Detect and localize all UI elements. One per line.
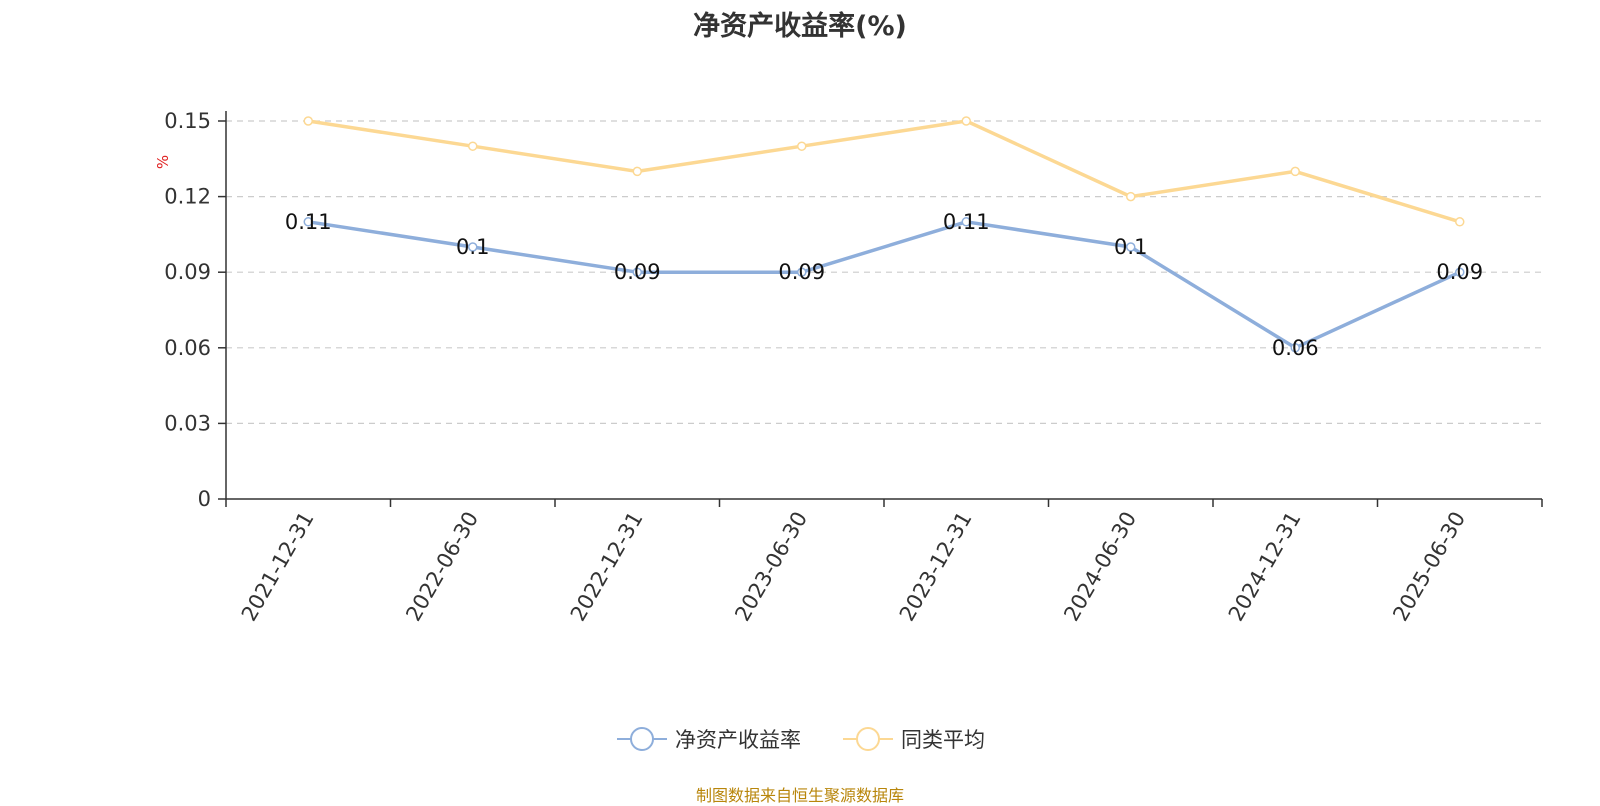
y-axis-unit-label: % [154, 155, 172, 169]
data-point [303, 217, 313, 227]
legend-label: 同类平均 [901, 728, 985, 752]
x-tick-label: 2024-06-30 [1059, 508, 1141, 626]
legend-marker [630, 727, 654, 751]
x-tick-label: 2022-12-31 [566, 508, 648, 626]
data-point [1455, 217, 1465, 227]
data-point [468, 141, 478, 151]
x-tick-label: 2023-06-30 [730, 508, 812, 626]
legend-marker [856, 727, 880, 751]
y-tick-label: 0.09 [164, 260, 211, 284]
y-tick-label: 0.03 [164, 411, 211, 435]
x-tick-label: 2025-06-30 [1388, 508, 1470, 626]
data-label: 0.1 [1114, 235, 1147, 259]
x-tick-label: 2023-12-31 [895, 508, 977, 626]
data-label: 0.09 [778, 260, 825, 284]
data-label: 0.1 [456, 235, 489, 259]
data-point [961, 217, 971, 227]
data-point [632, 166, 642, 177]
y-tick-label: 0.12 [164, 185, 211, 209]
data-point [1290, 166, 1300, 177]
data-point [1126, 191, 1136, 202]
data-point [468, 242, 478, 252]
x-tick-label: 2021-12-31 [237, 508, 319, 626]
y-tick-label: 0 [198, 487, 211, 511]
chart-title: 净资产收益率(%) [693, 11, 907, 42]
data-label: 0.09 [614, 260, 661, 284]
y-tick-label: 0.15 [164, 109, 211, 133]
data-point [797, 267, 807, 277]
data-label: 0.09 [1436, 260, 1483, 284]
y-tick-label: 0.06 [164, 336, 211, 360]
data-point [632, 267, 642, 277]
data-point [961, 116, 971, 126]
x-tick-label: 2024-12-31 [1224, 508, 1306, 626]
data-point [1290, 343, 1300, 353]
series-line-1 [307, 119, 1461, 224]
source-note: 制图数据来自恒生聚源数据库 [695, 786, 904, 805]
data-label: 0.11 [285, 210, 332, 234]
data-label: 0.06 [1272, 336, 1319, 360]
data-point [797, 141, 807, 151]
data-point [1126, 242, 1136, 252]
series-line-0 [307, 220, 1461, 350]
x-tick-label: 2022-06-30 [401, 508, 483, 626]
data-label: 0.11 [943, 210, 990, 234]
data-point [303, 116, 313, 126]
legend-label: 净资产收益率 [675, 728, 801, 752]
data-point [1455, 267, 1465, 277]
